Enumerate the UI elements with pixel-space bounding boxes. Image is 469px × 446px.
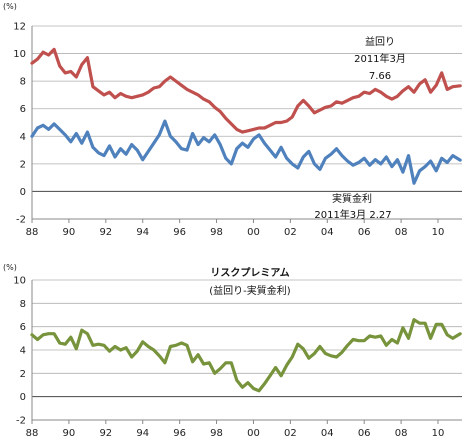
chart1-y-tick-label: 8 xyxy=(20,77,26,88)
chart2-series-line-0 xyxy=(30,318,462,393)
annotation-real-rate-line-2: 2011年3月 2.27 xyxy=(314,208,391,221)
annotation-earnings-yield-line-1: 益回り xyxy=(365,35,395,48)
chart1-x-tick-label: 06 xyxy=(358,227,371,238)
chart1-series xyxy=(30,47,462,185)
chart2-x-tick-label: 00 xyxy=(247,428,260,439)
chart2-y-tick-label: 10 xyxy=(13,276,26,287)
chart1-y-tick-label: 2 xyxy=(20,159,26,170)
chart2-x-tick-label: 02 xyxy=(284,428,297,439)
chart1-x-tick-label: 88 xyxy=(26,227,39,238)
chart1-unit-label: (%) xyxy=(3,2,17,11)
annotation-earnings-yield: 益回り 2011年3月 7.66 xyxy=(354,35,406,82)
chart2-x-tick-label: 90 xyxy=(63,428,76,439)
chart1-x-tick-label: 00 xyxy=(247,227,260,238)
chart2-y-tick-labels: -2 0 2 4 6 8 10 xyxy=(13,276,26,427)
chart1-y-tick-label: 12 xyxy=(13,22,26,33)
chart1-x-tick-label: 94 xyxy=(136,227,149,238)
chart2-y-tick-label: 8 xyxy=(20,299,26,310)
chart1-x-tick-label: 98 xyxy=(210,227,223,238)
chart1-y-tick-label: 4 xyxy=(20,132,26,143)
chart2-unit-label: (%) xyxy=(3,263,17,272)
chart2-series xyxy=(30,318,462,393)
chart2-x-tick-label: 94 xyxy=(136,428,149,439)
chart1-y-tick-label: 6 xyxy=(20,104,26,115)
chart1-x-tick-label: 92 xyxy=(99,227,112,238)
chart2-x-tick-label: 06 xyxy=(358,428,371,439)
annotation-real-rate-line-1: 実質金利 xyxy=(332,192,372,205)
chart1-x-tick-label: 10 xyxy=(432,227,445,238)
chart1-x-tick-label: 90 xyxy=(63,227,76,238)
annotation-earnings-yield-line-3: 7.66 xyxy=(369,71,391,82)
chart2-gridlines xyxy=(31,279,462,424)
chart2-y-tick-label: -2 xyxy=(16,416,26,427)
chart1-series-line-1 xyxy=(30,119,462,185)
chart2-x-tick-label: 88 xyxy=(26,428,39,439)
chart1-y-tick-label: 0 xyxy=(20,187,26,198)
chart1-x-tick-label: 96 xyxy=(173,227,186,238)
chart2-y-tick-label: 6 xyxy=(20,322,26,333)
chart1-x-tick-label: 08 xyxy=(395,227,408,238)
chart2-x-tick-labels: 88 90 92 94 96 98 00 02 04 06 08 10 xyxy=(26,428,445,439)
chart1-y-tick-label: -2 xyxy=(16,215,26,226)
chart2-y-tick-label: 2 xyxy=(20,369,26,380)
chart1-gridlines xyxy=(31,25,462,223)
chart1-series-line-0 xyxy=(30,47,462,134)
chart2-x-tick-label: 08 xyxy=(395,428,408,439)
chart2-x-tick-label: 96 xyxy=(173,428,186,439)
annotation-earnings-yield-line-2: 2011年3月 xyxy=(354,52,406,65)
chart2-x-tick-label: 92 xyxy=(99,428,112,439)
annotation-real-rate: 実質金利 2011年3月 2.27 xyxy=(314,192,391,221)
chart2-x-tick-label: 98 xyxy=(210,428,223,439)
chart2-x-tick-label: 04 xyxy=(321,428,334,439)
chart2-y-tick-label: 4 xyxy=(20,346,26,357)
chart2-subtitle: (益回り-実質金利) xyxy=(209,284,291,297)
chart2-y-tick-label: 0 xyxy=(20,392,26,403)
chart2-title: リスクプレミアム xyxy=(210,266,289,279)
chart2-x-tick-label: 10 xyxy=(432,428,445,439)
chart1-y-tick-label: 10 xyxy=(13,49,26,60)
chart1-x-tick-label: 04 xyxy=(321,227,334,238)
chart1-y-tick-labels: -2 0 2 4 6 8 10 12 xyxy=(13,22,26,226)
chart1-x-tick-labels: 88 90 92 94 96 98 00 02 04 06 08 10 xyxy=(26,227,445,238)
chart1-x-tick-label: 02 xyxy=(284,227,297,238)
